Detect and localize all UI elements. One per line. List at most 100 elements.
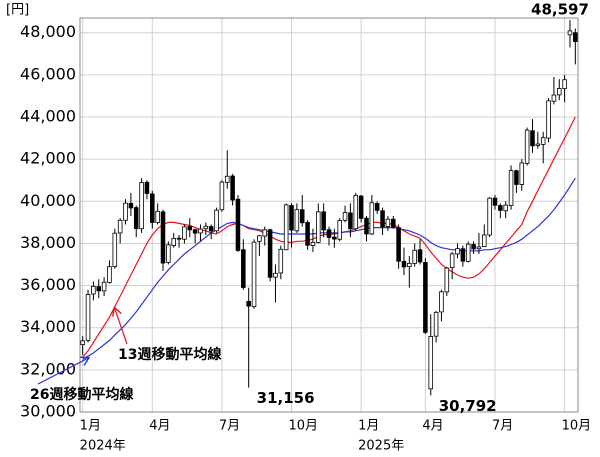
candle-body: [390, 218, 396, 228]
candle-body: [546, 100, 551, 139]
candle-body: [257, 235, 262, 242]
candle-body: [455, 248, 460, 255]
candle-body: [503, 204, 508, 212]
candle-body: [321, 211, 326, 231]
candle-body: [412, 249, 417, 264]
low-label: 30,792: [439, 397, 497, 415]
candle-body: [241, 249, 246, 288]
candle-body: [514, 170, 519, 185]
x-tick-label: 1月: [80, 419, 101, 434]
candle-body: [519, 162, 525, 185]
candle-body: [332, 236, 337, 240]
candle-body: [374, 203, 380, 211]
candle-body: [540, 137, 546, 145]
candle-body: [449, 253, 455, 269]
plot-frame: [79, 17, 579, 413]
candle-body: [235, 198, 241, 251]
y-tick-label: 46,000: [20, 64, 76, 83]
x-tick-label: 1月: [358, 419, 379, 434]
candle-body: [246, 300, 251, 307]
candle-body: [417, 249, 423, 263]
candle-body: [107, 266, 112, 283]
candle-body: [562, 79, 567, 89]
candle-body: [294, 209, 300, 232]
y-tick-label: 40,000: [20, 191, 76, 210]
x-tick-label: 4月: [149, 419, 170, 434]
candle-body: [492, 197, 498, 206]
candle-body: [289, 205, 294, 231]
candle-body: [401, 260, 407, 268]
candle-body: [278, 248, 284, 274]
candle-body: [166, 244, 171, 263]
candle-body: [155, 210, 160, 223]
candle-body: [353, 194, 359, 230]
candle-body: [176, 237, 182, 240]
candle-body: [283, 204, 289, 251]
candle-body: [364, 217, 369, 235]
candle-body: [465, 243, 471, 262]
candle-body: [444, 267, 450, 293]
candle-body: [337, 220, 342, 240]
y-tick-label: 34,000: [20, 317, 76, 336]
candle-body: [117, 219, 123, 234]
candle-body: [144, 181, 150, 194]
candle-body: [187, 226, 193, 231]
candle-body: [551, 94, 557, 102]
candle-body: [230, 175, 235, 201]
candle-body: [208, 226, 214, 232]
candle-body: [380, 210, 385, 228]
x-tick-label: 4月: [422, 419, 443, 434]
candle-body: [535, 143, 541, 146]
candle-body: [326, 229, 332, 238]
candle-body: [112, 232, 118, 268]
series-name: 26週移動平均線: [30, 386, 133, 403]
candle-body: [460, 248, 466, 262]
candle-body: [508, 170, 514, 206]
x-tick-label: 7月: [492, 419, 513, 434]
candle-body: [101, 281, 107, 292]
candle-body: [80, 340, 85, 345]
candle-body: [171, 238, 176, 246]
candle-body: [214, 209, 219, 232]
candle-body: [182, 226, 187, 240]
candle-body: [530, 130, 535, 147]
candle-body: [150, 193, 155, 223]
candle-body: [573, 32, 578, 42]
low-label: 31,156: [257, 389, 315, 407]
candle-body: [267, 229, 273, 278]
candle-body: [198, 228, 203, 234]
y-tick-label: 48,000: [20, 22, 76, 41]
y-axis-label: [円]: [6, 3, 29, 18]
year-label: 2024年: [80, 439, 126, 454]
callout-arrow: [37, 358, 88, 385]
candle-body: [96, 286, 102, 292]
y-tick-label: 38,000: [20, 233, 76, 252]
candle-body: [251, 241, 257, 308]
candle-body: [433, 311, 439, 337]
x-tick-label: 10月: [562, 419, 592, 434]
candle-body: [128, 203, 134, 209]
candle-body: [498, 205, 503, 211]
series-name: 13週移動平均線: [118, 346, 221, 363]
candle-body: [133, 207, 139, 229]
y-tick-label: 32,000: [20, 359, 76, 378]
candle-body: [224, 175, 230, 183]
candle-body: [348, 212, 353, 230]
callout-arrow: [115, 309, 128, 345]
y-tick-label: 44,000: [20, 107, 76, 126]
candle-body: [428, 336, 434, 390]
year-label: 2025年: [358, 439, 404, 454]
candle-body: [273, 272, 278, 278]
candle-body: [203, 225, 209, 230]
candle-body: [369, 202, 375, 235]
candle-body: [471, 244, 476, 250]
candle-body: [476, 246, 482, 250]
candle-body: [123, 202, 128, 221]
candle-body: [262, 229, 268, 237]
candle-body: [91, 285, 96, 295]
y-tick-label: 30,000: [20, 402, 76, 421]
candle-body: [439, 291, 444, 313]
candle-body: [487, 197, 492, 236]
candle-body: [316, 211, 321, 243]
